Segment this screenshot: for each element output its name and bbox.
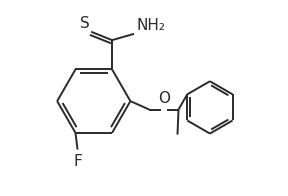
Text: O: O (158, 91, 170, 106)
Text: S: S (80, 16, 90, 31)
Text: NH₂: NH₂ (136, 18, 165, 33)
Text: F: F (73, 154, 82, 169)
